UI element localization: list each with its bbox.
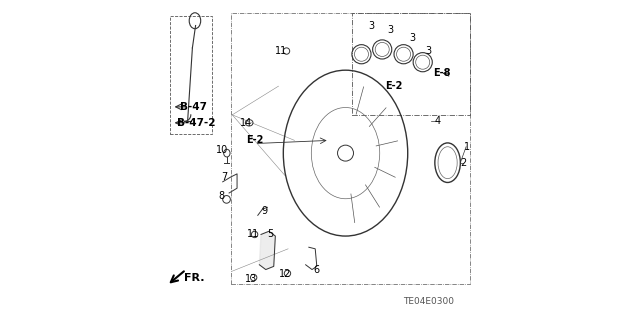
Bar <box>170 16 212 134</box>
Text: E-2: E-2 <box>385 81 402 91</box>
Text: 11: 11 <box>275 46 287 56</box>
Text: E-8: E-8 <box>433 68 451 78</box>
Text: 5: 5 <box>268 229 274 240</box>
Text: 7: 7 <box>221 172 227 182</box>
Text: 8: 8 <box>219 191 225 201</box>
Polygon shape <box>259 231 275 270</box>
Text: 2: 2 <box>460 158 467 168</box>
Text: 1: 1 <box>463 142 470 152</box>
Text: 11: 11 <box>247 229 259 240</box>
Text: 3: 3 <box>426 46 431 56</box>
Text: B-47-2: B-47-2 <box>177 118 216 128</box>
Text: 3: 3 <box>410 33 415 43</box>
Text: 3: 3 <box>387 25 393 35</box>
Text: 4: 4 <box>435 116 441 126</box>
Text: 10: 10 <box>216 145 228 155</box>
Text: 13: 13 <box>245 274 257 284</box>
Text: E-2: E-2 <box>246 135 263 145</box>
Text: TE04E0300: TE04E0300 <box>403 297 454 306</box>
Text: FR.: FR. <box>184 272 205 283</box>
Text: 9: 9 <box>261 205 268 216</box>
Text: B-47: B-47 <box>180 102 207 112</box>
Text: 12: 12 <box>279 269 291 279</box>
Text: 6: 6 <box>314 264 320 275</box>
Text: 3: 3 <box>368 20 374 31</box>
Text: 14: 14 <box>240 118 252 128</box>
